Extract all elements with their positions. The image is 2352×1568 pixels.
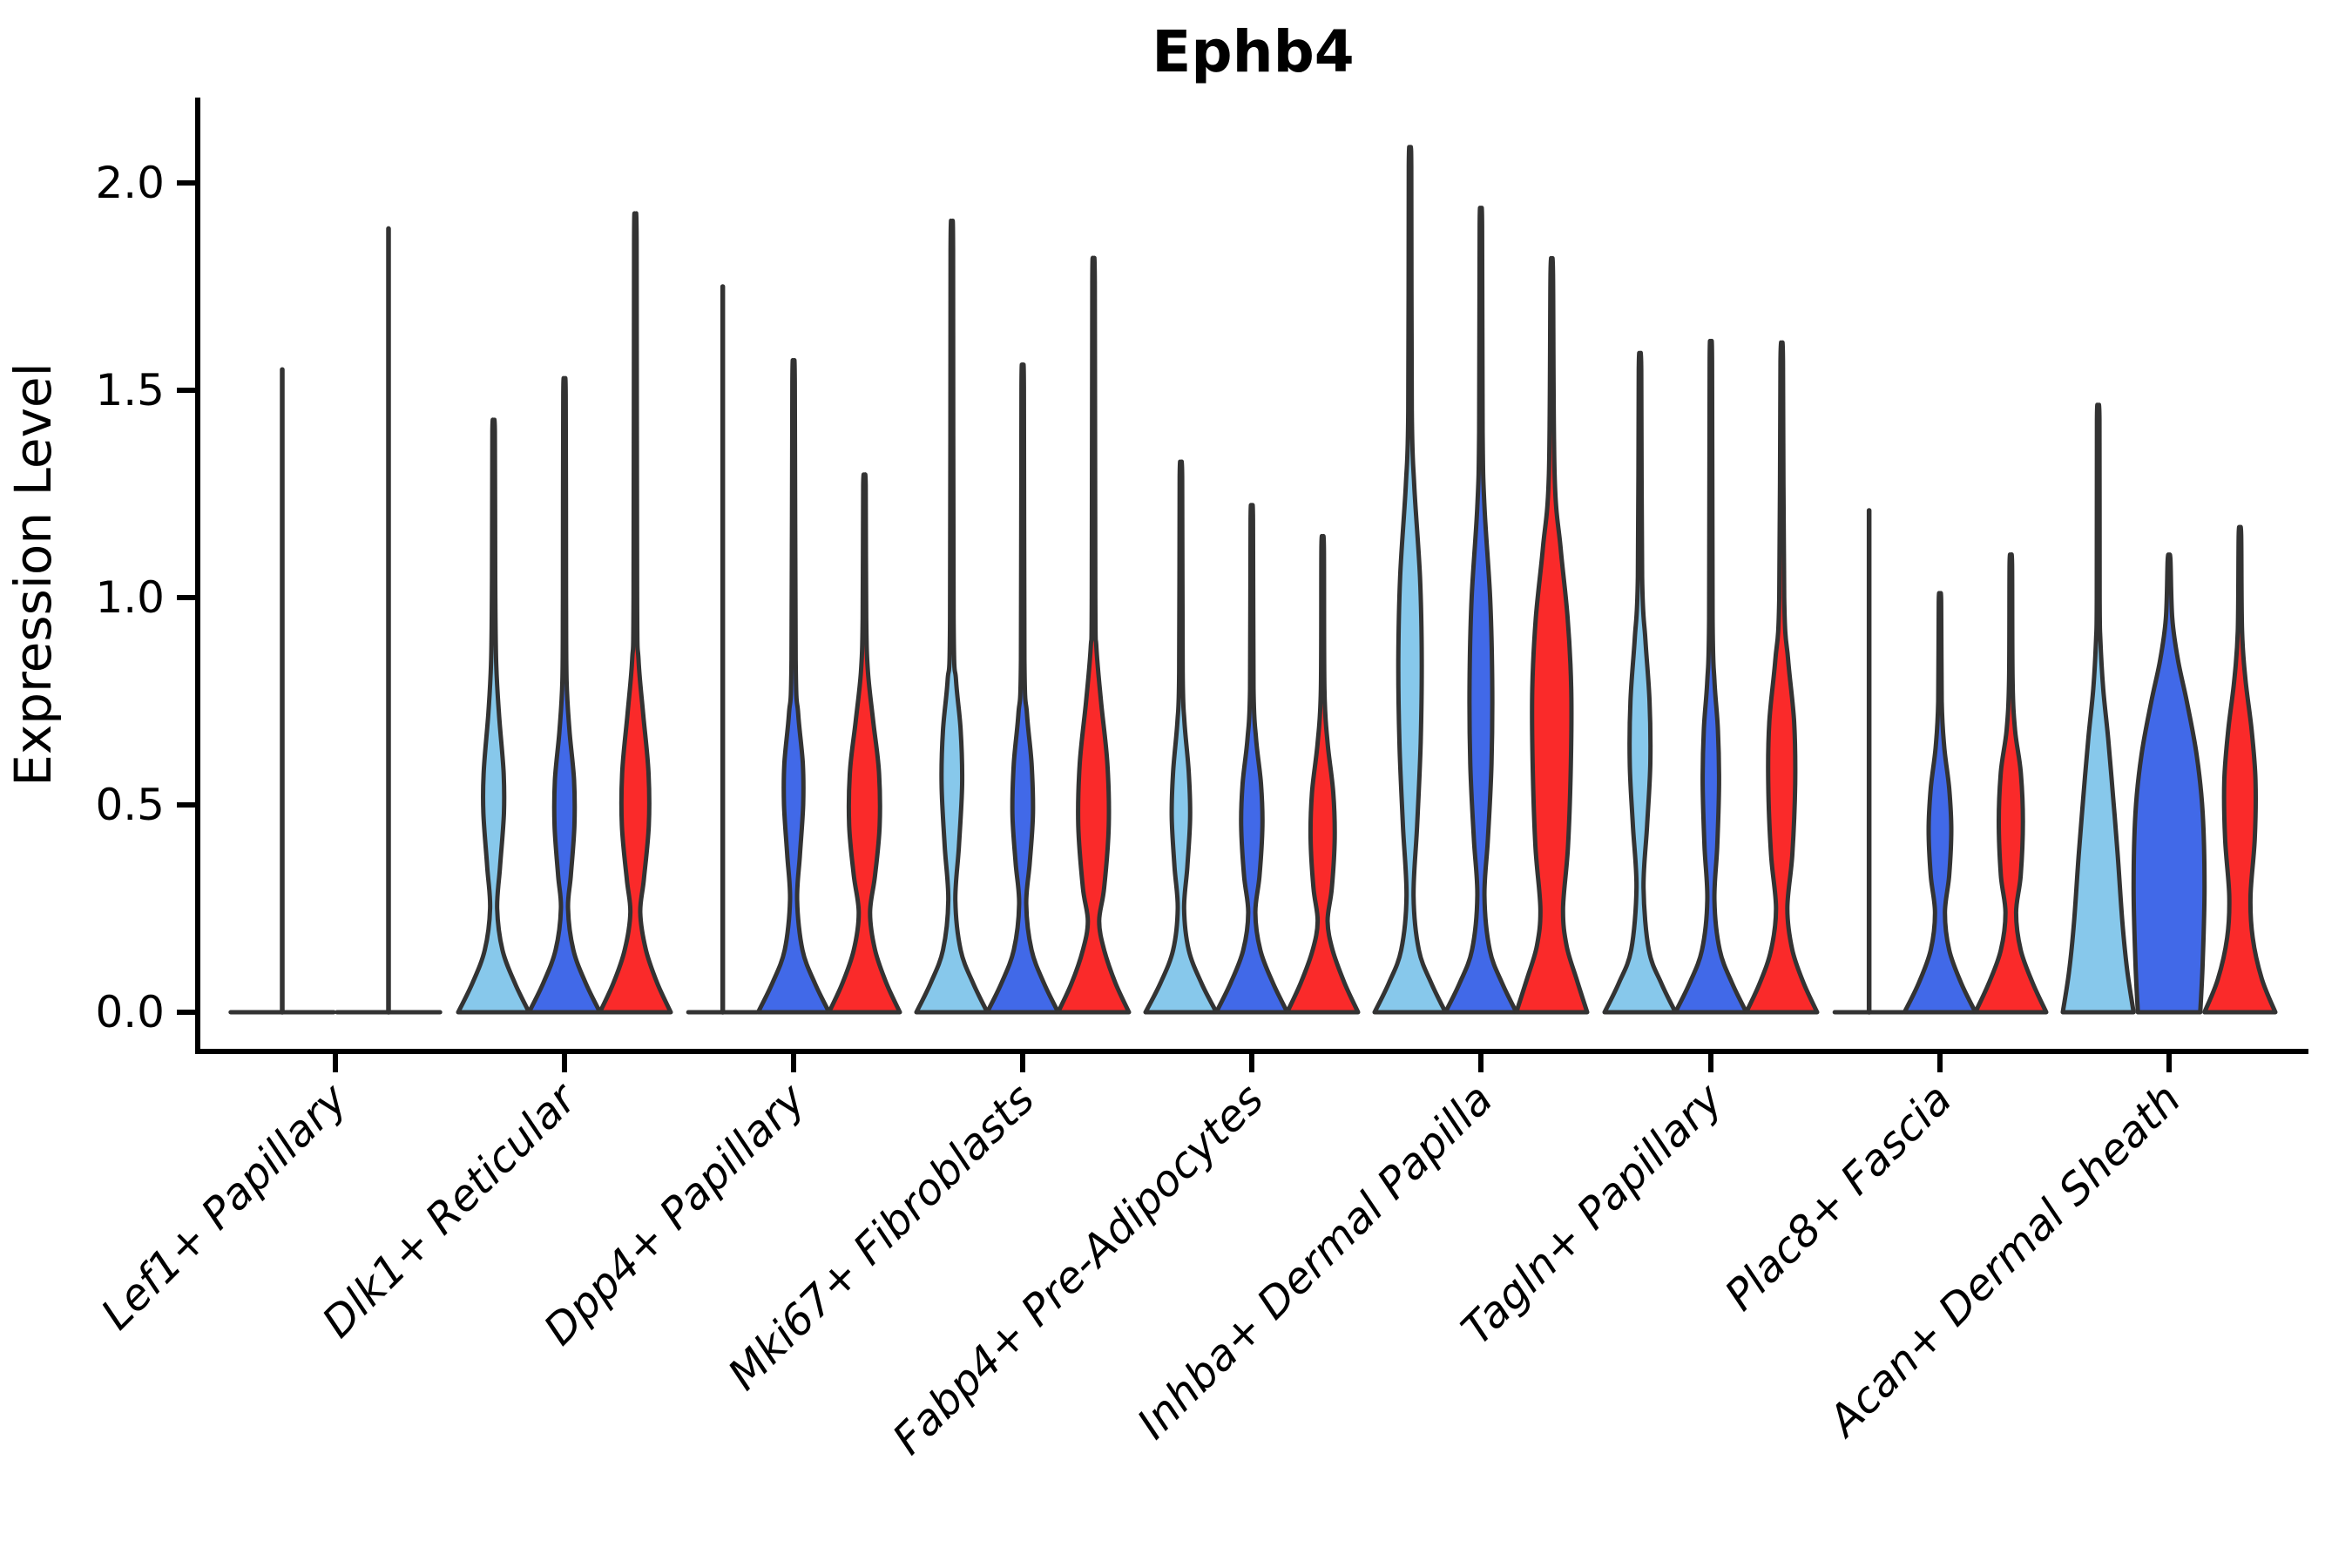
- violin-light_blue: [456, 417, 531, 1015]
- violin-dark_blue: [1443, 206, 1519, 1015]
- violin-red: [827, 472, 902, 1015]
- y-tick-label: 0.5: [95, 780, 165, 830]
- violin-dark_blue: [526, 375, 603, 1015]
- violin-dark_blue: [1902, 591, 1978, 1015]
- violin-red: [598, 211, 673, 1015]
- violin-dark_blue: [984, 362, 1061, 1015]
- y-tick-label: 2.0: [95, 158, 165, 208]
- y-axis-title: Expression Level: [3, 362, 63, 786]
- violin-red: [1514, 255, 1590, 1015]
- chart-title: Ephb4: [1152, 18, 1354, 85]
- y-tick-label: 0.0: [95, 987, 165, 1037]
- violin-dark_blue: [755, 358, 832, 1015]
- y-tick-label: 1.5: [95, 365, 165, 416]
- violin-red: [1744, 340, 1820, 1015]
- violin-dark_blue: [1673, 339, 1749, 1015]
- y-tick-label: 1.0: [95, 572, 165, 623]
- violin-red: [2202, 524, 2278, 1015]
- violin-red: [1056, 255, 1132, 1015]
- violin-light_blue: [1602, 350, 1678, 1015]
- violin-dark_blue: [1213, 503, 1290, 1015]
- violin-light_blue: [1143, 459, 1219, 1015]
- violin-dark_blue: [2131, 552, 2207, 1015]
- violin-red: [1285, 533, 1361, 1015]
- violin-light_blue: [1372, 145, 1448, 1015]
- violin-red: [1973, 552, 2049, 1015]
- violin-light_blue: [914, 218, 990, 1015]
- violin-light_blue: [2060, 402, 2136, 1015]
